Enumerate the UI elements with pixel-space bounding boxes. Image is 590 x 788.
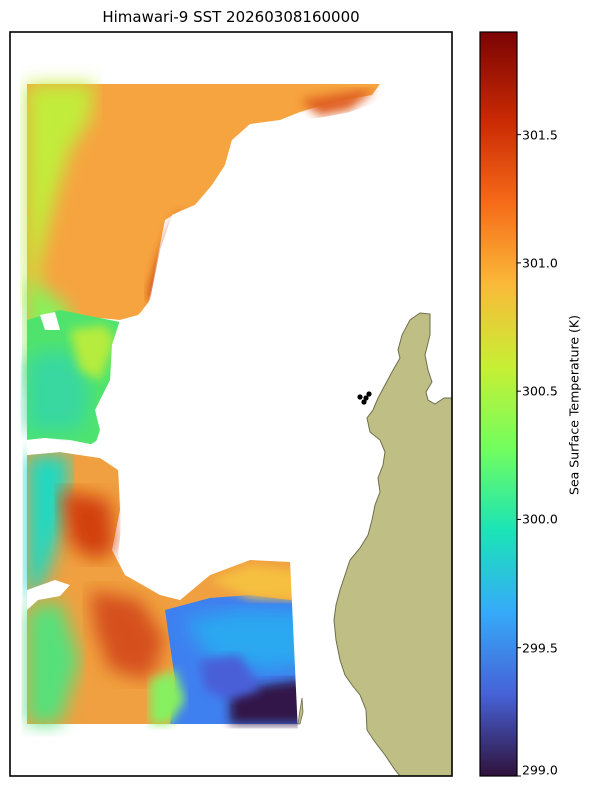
sst-map [10,32,452,776]
colorbar-tick-label: 301.0 [522,255,558,271]
station-markers [357,391,372,405]
colorbar [479,31,518,777]
colorbar-tick-label: 299.0 [522,762,558,778]
colorbar-tick-label: 300.0 [522,511,558,527]
colorbar-label: Sea Surface Temperature (K) [566,315,582,495]
colorbar-tick-label: 299.5 [522,640,558,656]
colorbar-tick-label: 301.5 [522,127,558,143]
coastline-land [333,312,452,776]
island [297,697,304,725]
colorbar-tick-label: 300.5 [522,383,558,399]
map-title: Himawari-9 SST 20260308160000 [102,8,360,26]
map-frame [9,31,453,777]
